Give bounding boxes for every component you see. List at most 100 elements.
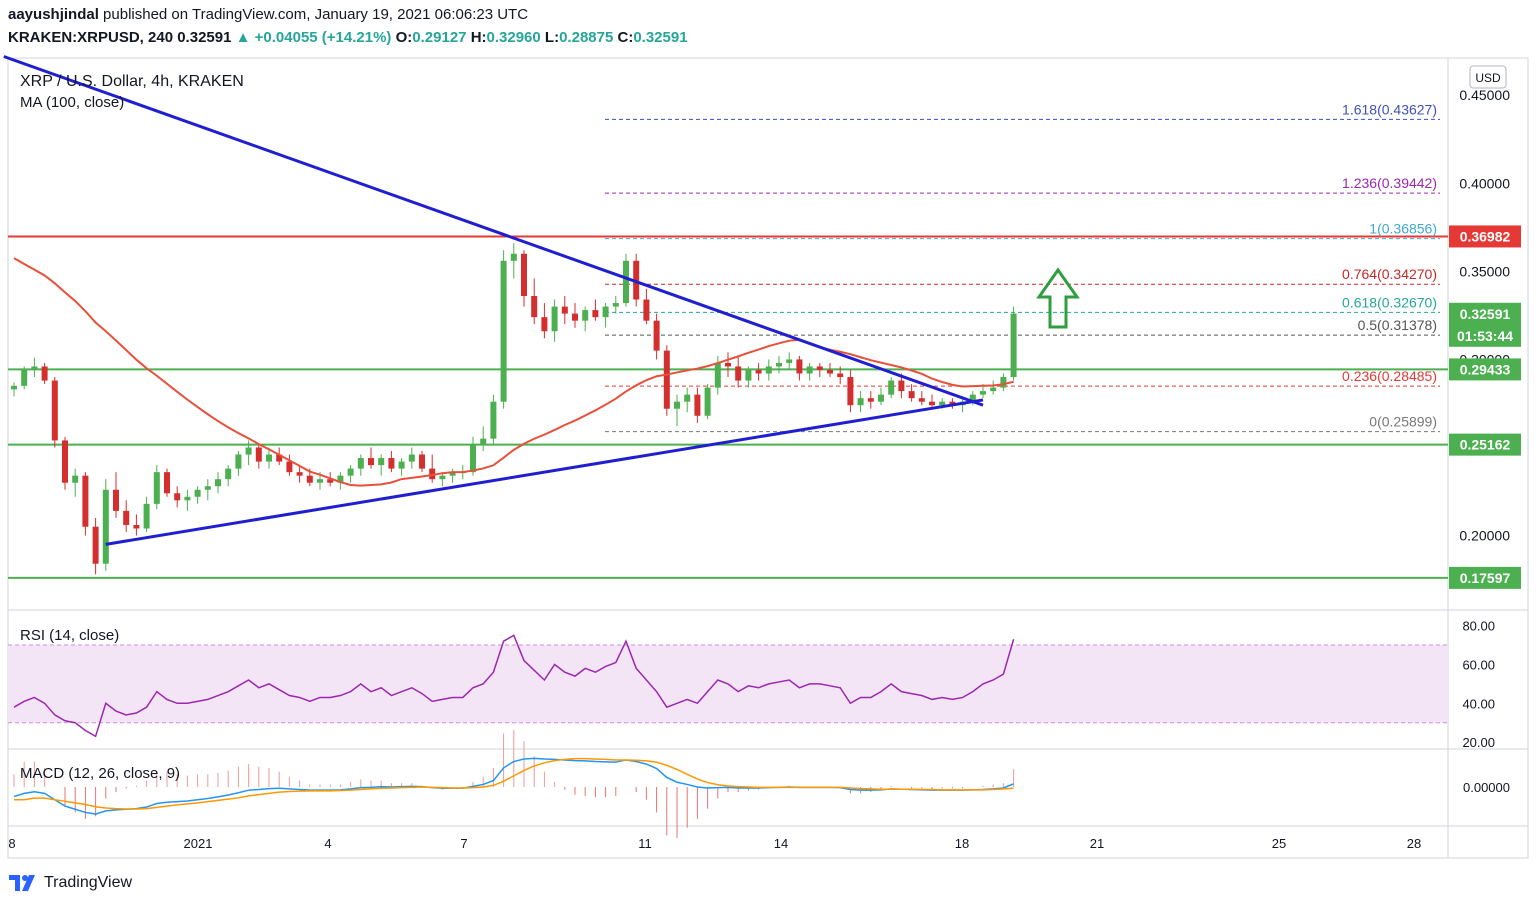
candle — [286, 454, 293, 476]
rsi-tick: 20.00 — [1462, 735, 1495, 750]
high-value: 0.32960 — [486, 29, 541, 46]
candle — [612, 296, 619, 314]
candle — [796, 355, 803, 381]
candle — [745, 366, 752, 388]
candle — [500, 250, 507, 409]
tradingview-logo-icon — [8, 874, 38, 892]
candle — [694, 387, 701, 423]
time-tick: 7 — [460, 836, 467, 851]
open-label: O: — [395, 29, 413, 46]
candle — [521, 250, 527, 307]
candle — [153, 465, 160, 510]
candle — [918, 391, 925, 406]
candle — [786, 352, 793, 370]
candle — [541, 303, 548, 339]
candle — [755, 362, 762, 381]
time-tick: 14 — [774, 836, 788, 851]
candle — [31, 357, 38, 378]
candle — [857, 391, 864, 413]
candle — [551, 299, 558, 342]
candle — [704, 384, 711, 420]
candle — [470, 436, 476, 476]
candle — [194, 486, 201, 504]
candle — [1000, 373, 1007, 392]
current-price-label: 0.32591 01:53:44 — [1449, 302, 1521, 347]
symbol-bar: KRAKEN:XRPUSD, 240 0.32591 ▲ +0.04055 (+… — [8, 29, 688, 46]
candle — [561, 296, 568, 325]
candle — [572, 303, 578, 328]
candle — [245, 440, 252, 466]
candle — [735, 355, 742, 388]
time-tick: 25 — [1272, 836, 1286, 851]
ascending-trendline[interactable] — [105, 398, 984, 546]
macd-line — [13, 757, 1014, 815]
up-arrow-annotation-icon — [1036, 267, 1080, 329]
svg-text:0.32591: 0.32591 — [1460, 306, 1511, 322]
candle — [357, 454, 364, 476]
candle — [725, 352, 731, 378]
candle — [215, 472, 221, 494]
price-tick: 0.40000 — [1459, 175, 1510, 191]
macd-tick: 0.00000 — [1463, 780, 1510, 795]
time-tick: 21 — [1090, 836, 1104, 851]
rsi-tick: 40.00 — [1462, 696, 1495, 711]
candle — [296, 465, 303, 483]
candle — [765, 359, 772, 381]
candle — [398, 458, 405, 476]
time-tick: 28 — [1407, 836, 1421, 851]
candle — [225, 465, 232, 487]
candle — [623, 253, 629, 307]
candle — [337, 472, 344, 490]
candle — [184, 489, 191, 511]
svg-text:0.36982: 0.36982 — [1460, 228, 1511, 244]
chart-title: XRP / U.S. Dollar, 4h, KRAKEN — [20, 73, 244, 90]
candle — [113, 472, 119, 518]
ma-line — [13, 257, 1014, 487]
candle — [888, 377, 895, 399]
fib-label-6: 0.236(0.28485) — [1342, 368, 1437, 384]
rsi-legend: RSI (14, close) — [20, 627, 119, 644]
candle — [847, 369, 854, 413]
rsi-line — [13, 634, 1015, 738]
candle — [255, 443, 262, 469]
candle — [41, 362, 48, 385]
price-tick: 0.35000 — [1459, 263, 1510, 279]
fib-label-7: 0(0.25899) — [1369, 414, 1437, 430]
candle — [123, 500, 130, 533]
candle — [174, 486, 181, 508]
footer: TradingView — [8, 874, 132, 892]
candle — [429, 454, 436, 483]
candle — [419, 451, 425, 473]
candle — [164, 468, 170, 497]
close-label: C: — [617, 29, 634, 46]
last-price: 0.32591 — [177, 29, 232, 46]
candle — [133, 514, 140, 536]
time-tick: 8 — [8, 836, 15, 851]
candle — [235, 451, 242, 476]
candle — [602, 303, 609, 328]
up-arrow-icon: ▲ — [235, 29, 251, 46]
candle — [92, 517, 99, 575]
currency-button[interactable] — [1469, 65, 1507, 89]
ma-legend: MA (100, close) — [20, 94, 124, 111]
candle — [827, 362, 833, 378]
price-change: +0.04055 (+14.21%) — [254, 29, 392, 46]
publish-info: aayushjindal published on TradingView.co… — [8, 6, 528, 23]
descending-trendline[interactable] — [3, 55, 984, 407]
svg-text:0.25162: 0.25162 — [1460, 437, 1511, 453]
svg-text:01:53:44: 01:53:44 — [1457, 328, 1513, 344]
candle — [776, 355, 782, 374]
level-price-label-1: 0.29433 — [1449, 358, 1521, 381]
footer-brand[interactable]: TradingView — [44, 874, 133, 891]
candle — [867, 391, 874, 409]
close-value: 0.32591 — [633, 29, 688, 46]
low-value: 0.28875 — [559, 29, 614, 46]
candle — [908, 384, 915, 402]
fib-label-5: 0.5(0.31378) — [1358, 317, 1437, 333]
author-name[interactable]: aayushjindal — [8, 6, 99, 23]
candle — [368, 447, 374, 469]
high-label: H: — [470, 29, 487, 46]
candle — [102, 479, 109, 571]
time-tick: 11 — [638, 836, 652, 851]
